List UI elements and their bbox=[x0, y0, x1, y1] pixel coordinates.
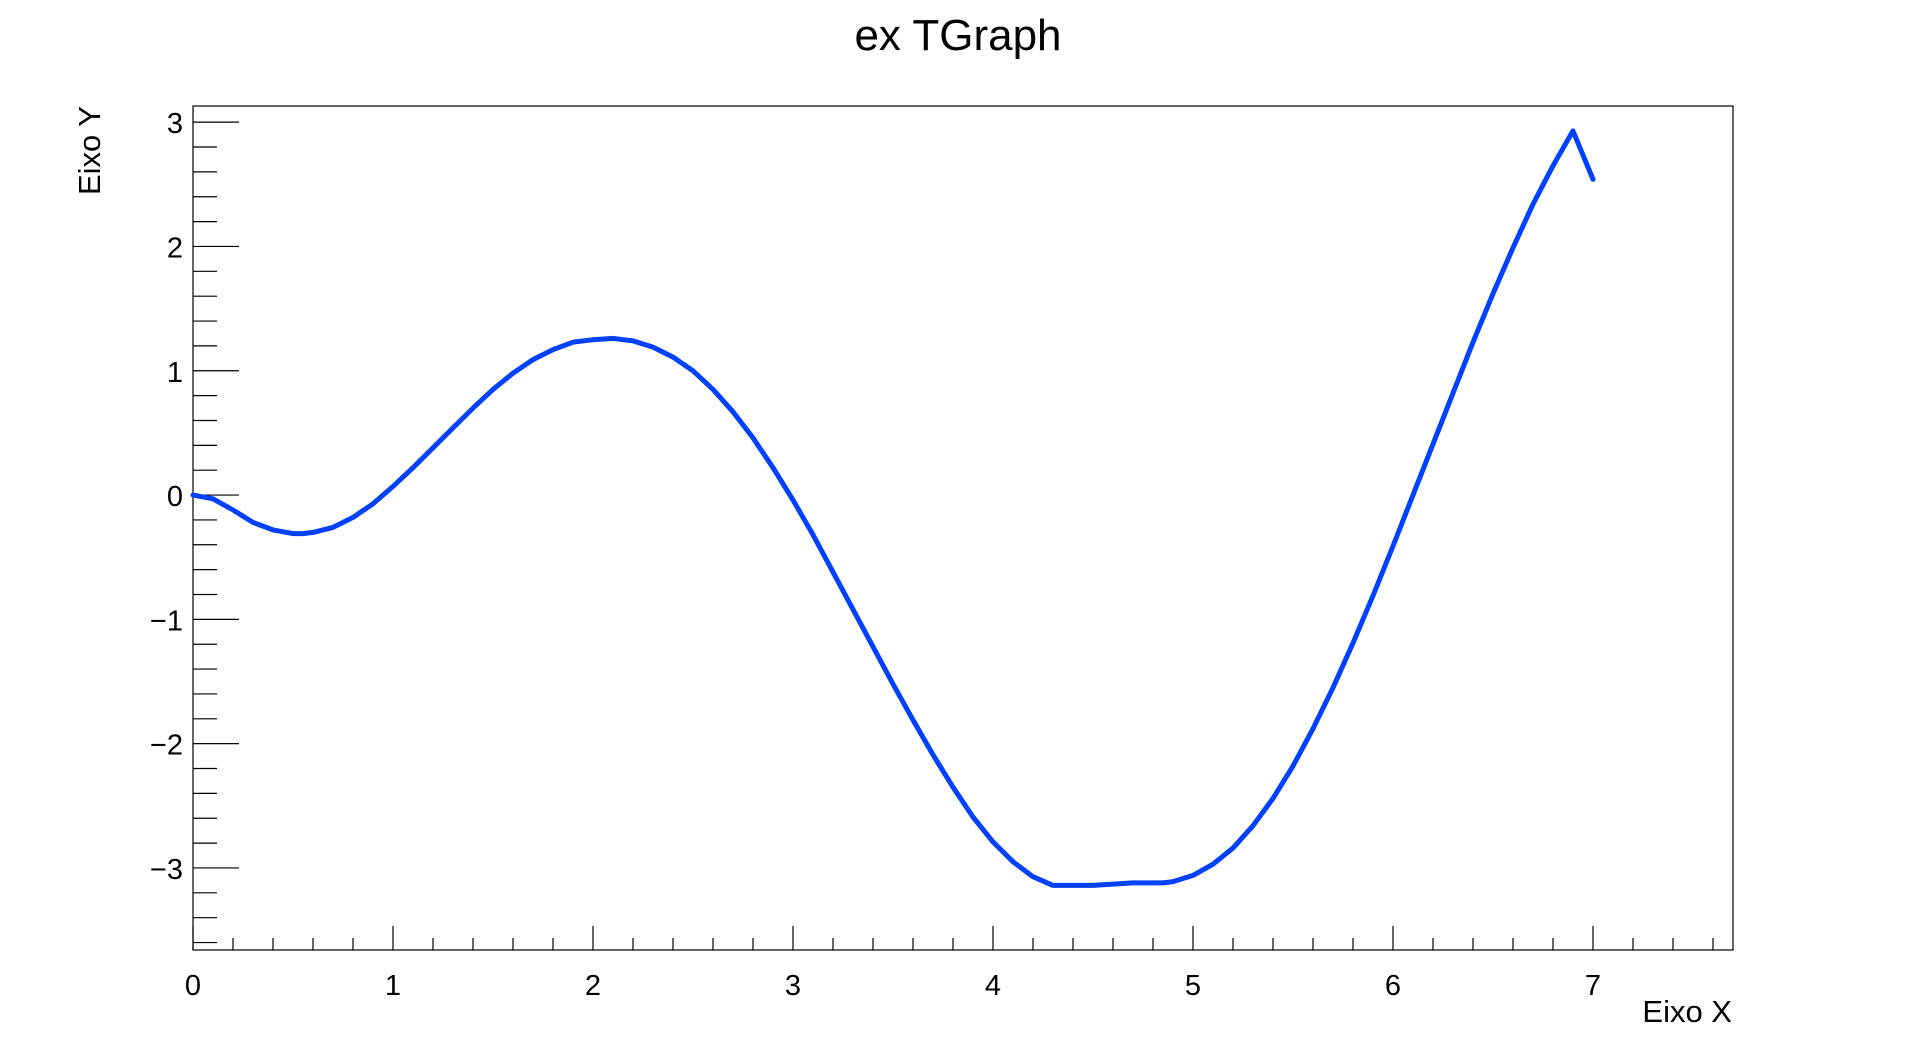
x-tick-label: 5 bbox=[1185, 970, 1201, 1002]
y-tick-label: −1 bbox=[150, 605, 183, 637]
y-tick-label: 3 bbox=[167, 108, 183, 140]
x-tick-label: 3 bbox=[785, 970, 801, 1002]
plot-frame bbox=[192, 105, 1734, 951]
x-tick-label: 0 bbox=[185, 970, 201, 1002]
x-axis-label: Eixo X bbox=[1642, 994, 1732, 1029]
y-tick-label: 2 bbox=[167, 232, 183, 264]
chart-title: ex TGraph bbox=[854, 11, 1061, 60]
y-axis: −3 −2 −1 0 1 2 3 bbox=[150, 108, 239, 944]
series-line bbox=[190, 128, 1596, 888]
y-tick-label: −2 bbox=[150, 730, 183, 762]
y-tick-label: 0 bbox=[167, 481, 183, 513]
y-tick-label: 1 bbox=[167, 357, 183, 389]
x-tick-label: 1 bbox=[385, 970, 401, 1002]
y-axis-label: Eixo Y bbox=[72, 106, 107, 195]
x-tick-label: 2 bbox=[585, 970, 601, 1002]
x-tick-label: 6 bbox=[1385, 970, 1401, 1002]
x-axis: 0 1 2 3 4 5 6 7 bbox=[185, 926, 1714, 1002]
y-tick-label: −3 bbox=[150, 854, 183, 886]
x-tick-label: 4 bbox=[985, 970, 1001, 1002]
x-tick-label: 7 bbox=[1585, 970, 1601, 1002]
series-layer bbox=[190, 128, 1596, 888]
